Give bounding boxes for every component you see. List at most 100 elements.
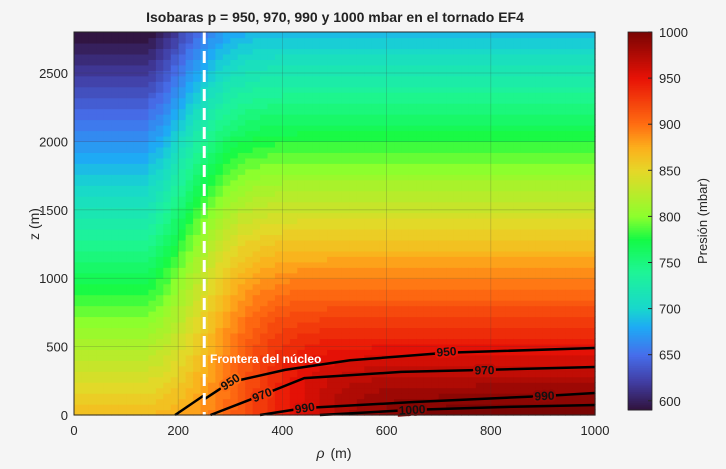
field-cell — [490, 294, 499, 301]
field-cell — [230, 332, 239, 339]
field-cell — [96, 130, 105, 137]
field-cell — [446, 223, 455, 230]
field-cell — [528, 86, 537, 93]
field-cell — [170, 70, 179, 77]
field-cell — [453, 338, 462, 345]
field-cell — [200, 387, 209, 394]
field-cell — [341, 119, 350, 126]
field-cell — [126, 185, 135, 192]
field-cell — [386, 387, 395, 394]
field-cell — [185, 278, 194, 285]
field-cell — [334, 125, 343, 132]
field-cell — [349, 168, 358, 175]
field-cell — [327, 338, 336, 345]
field-cell — [535, 316, 544, 323]
field-cell — [267, 332, 276, 339]
field-cell — [349, 311, 358, 318]
field-cell — [304, 349, 313, 356]
field-cell — [252, 234, 261, 241]
field-cell — [237, 393, 246, 400]
field-cell — [580, 382, 589, 389]
field-cell — [394, 108, 403, 115]
field-cell — [490, 409, 499, 416]
field-cell — [453, 404, 462, 411]
field-cell — [185, 376, 194, 383]
field-cell — [81, 64, 90, 71]
field-cell — [535, 168, 544, 175]
field-cell — [133, 119, 142, 126]
field-cell — [565, 81, 574, 88]
field-cell — [461, 70, 470, 77]
field-cell — [498, 376, 507, 383]
field-cell — [438, 32, 447, 39]
field-cell — [572, 168, 581, 175]
field-cell — [289, 81, 298, 88]
field-cell — [550, 289, 559, 296]
field-cell — [289, 168, 298, 175]
field-cell — [237, 261, 246, 268]
field-cell — [356, 316, 365, 323]
field-cell — [185, 289, 194, 296]
field-cell — [416, 278, 425, 285]
field-cell — [483, 212, 492, 219]
colorbar-segment — [628, 349, 652, 352]
field-cell — [550, 239, 559, 246]
field-cell — [178, 223, 187, 230]
field-cell — [103, 250, 112, 257]
field-cell — [535, 103, 544, 110]
field-cell — [401, 135, 410, 143]
field-cell — [230, 256, 239, 263]
field-cell — [431, 103, 440, 110]
field-cell — [304, 327, 313, 334]
field-cell — [327, 185, 336, 192]
field-cell — [490, 125, 499, 132]
field-cell — [267, 141, 276, 148]
field-cell — [319, 289, 328, 296]
field-cell — [88, 174, 97, 181]
field-cell — [461, 103, 470, 110]
field-cell — [587, 146, 596, 153]
field-cell — [215, 130, 224, 137]
field-cell — [111, 97, 120, 104]
field-cell — [580, 311, 589, 318]
field-cell — [371, 119, 380, 126]
field-cell — [550, 103, 559, 110]
field-cell — [557, 321, 566, 329]
field-cell — [513, 283, 522, 290]
field-cell — [408, 228, 417, 236]
field-cell — [341, 393, 350, 400]
field-cell — [297, 103, 306, 110]
field-cell — [572, 338, 581, 345]
field-cell — [74, 223, 83, 230]
field-cell — [312, 125, 321, 132]
field-cell — [461, 316, 470, 323]
field-cell — [185, 196, 194, 203]
field-cell — [557, 114, 566, 121]
field-cell — [267, 272, 276, 279]
field-cell — [557, 332, 566, 339]
field-cell — [505, 332, 514, 339]
field-cell — [550, 70, 559, 77]
field-cell — [446, 338, 455, 345]
field-cell — [289, 387, 298, 394]
field-cell — [148, 316, 157, 323]
field-cell — [230, 190, 239, 197]
field-cell — [550, 360, 559, 367]
field-cell — [170, 409, 179, 416]
field-cell — [230, 146, 239, 153]
field-cell — [327, 289, 336, 296]
field-cell — [222, 289, 231, 296]
field-cell — [297, 371, 306, 378]
field-cell — [475, 409, 484, 416]
field-cell — [334, 81, 343, 88]
field-cell — [133, 387, 142, 394]
field-cell — [461, 365, 470, 372]
field-cell — [535, 382, 544, 389]
field-cell — [170, 256, 179, 263]
field-cell — [155, 130, 164, 137]
field-cell — [74, 152, 83, 159]
field-cell — [408, 92, 417, 99]
field-cell — [438, 234, 447, 241]
field-cell — [215, 393, 224, 400]
field-cell — [394, 371, 403, 378]
